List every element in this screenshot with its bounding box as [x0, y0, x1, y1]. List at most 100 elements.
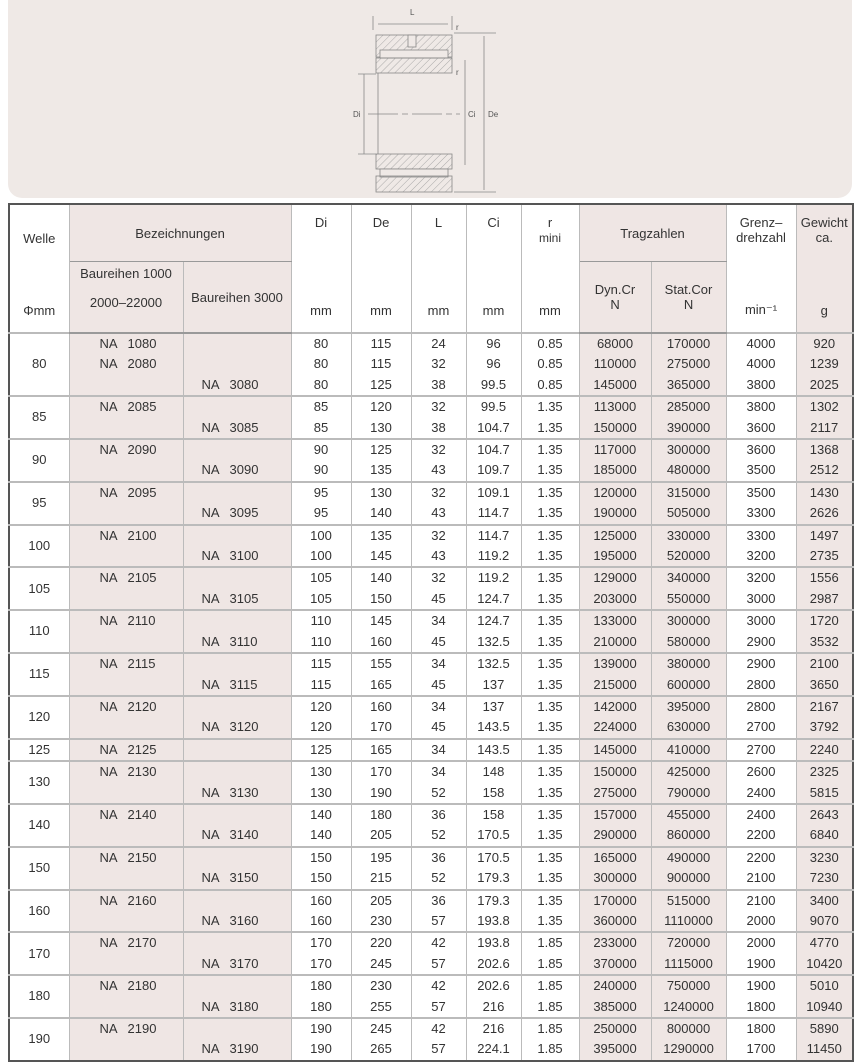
table-row: 120 NA 2120 120 160 34 137 1.35 142000 395000 2800…: [8, 694, 854, 739]
cell-de: 180: [350, 802, 412, 826]
cell-dyn-cr: 170000: [578, 888, 652, 911]
cell-r: 1.35: [520, 737, 580, 762]
cell-di: 110: [290, 609, 352, 632]
cell-baureihen-1000: [68, 417, 184, 440]
cell-baureihen-1000: [68, 953, 184, 976]
cell-dyn-cr: 117000: [578, 438, 652, 461]
cell-r: 1.35: [520, 546, 580, 568]
cell-dyn-cr: 215000: [578, 674, 652, 696]
cell-welle: 85: [8, 395, 70, 440]
cell-l: 32: [410, 480, 467, 504]
table-row: 100 NA 2100 100 135 32 114.7 1.35 125000 330000 33…: [8, 523, 854, 568]
cell-welle: 160: [8, 888, 70, 933]
cell-de: 140: [350, 503, 412, 525]
cell-de: 220: [350, 931, 412, 954]
cell-di: 120: [290, 717, 352, 739]
diagram-label-ci: Ci: [468, 110, 476, 119]
cell-r: 1.35: [520, 910, 580, 933]
cell-stat-cor: 790000: [650, 782, 727, 804]
cell-stat-cor: 600000: [650, 674, 727, 696]
cell-baureihen-3000: NA 3120: [182, 717, 292, 739]
cell-dyn-cr: 224000: [578, 717, 652, 739]
cell-r: 1.85: [520, 974, 580, 997]
table-row: NA 3160 160 230 57 193.8 1.35 360000 1110000 2000…: [9, 910, 854, 933]
cell-grenzdrehzahl: 2400: [725, 782, 797, 804]
cell-dyn-cr: 125000: [578, 523, 652, 547]
cell-stat-cor: 490000: [650, 845, 727, 869]
cell-welle: 105: [8, 566, 70, 611]
cell-stat-cor: 550000: [650, 588, 727, 611]
cell-r: 1.85: [520, 1016, 580, 1040]
cell-ci: 170.5: [465, 825, 522, 847]
cell-grenzdrehzahl: 2100: [725, 868, 797, 890]
header-baureihen-3000: Baureihen 3000: [182, 261, 292, 334]
cell-baureihen-1000: [68, 910, 184, 933]
table-row: 180 NA 2180 180 230 42 202.6 1.85 240000 750000 19…: [8, 974, 854, 1018]
cell-baureihen-3000: [182, 845, 292, 869]
cell-baureihen-3000: NA 3140: [182, 825, 292, 847]
cell-l: 32: [410, 438, 467, 461]
cell-ci: 104.7: [465, 417, 522, 440]
cell-grenzdrehzahl: 2000: [725, 910, 797, 933]
cell-r: 1.35: [520, 395, 580, 418]
table-row: 85 NA 2085 85 120 32 99.5 1.35 113000 285000 3800 1…: [8, 395, 854, 440]
cell-baureihen-1000: [68, 674, 184, 696]
cell-gewicht: 5890: [795, 1016, 854, 1040]
cell-de: 255: [350, 996, 412, 1018]
cell-gewicht: 1368: [795, 438, 854, 461]
cell-gewicht: 5010: [795, 974, 854, 997]
cell-di: 190: [290, 1016, 352, 1040]
cell-dyn-cr: 68000: [578, 331, 652, 355]
cell-ci: 132.5: [465, 631, 522, 654]
cell-grenzdrehzahl: 3000: [725, 609, 797, 632]
header-dyn-cr: Dyn.Cr N: [578, 261, 652, 334]
cell-de: 115: [350, 354, 412, 375]
cell-baureihen-1000: NA 2170: [68, 931, 184, 954]
cell-r: 1.35: [520, 588, 580, 611]
cell-de: 165: [350, 737, 412, 762]
cell-baureihen-1000: [68, 717, 184, 739]
cell-gewicht: 3532: [795, 631, 854, 654]
table-row: NA 3100 100 145 43 119.2 1.35 195000 520000 3200 2…: [9, 546, 854, 568]
header-tragzahlen: Tragzahlen: [578, 204, 727, 262]
cell-dyn-cr: 142000: [578, 694, 652, 718]
cell-di: 105: [290, 588, 352, 611]
cell-grenzdrehzahl: 3600: [725, 417, 797, 440]
cell-gewicht: 1430: [795, 480, 854, 504]
table-row: NA 3190 190 265 57 224.1 1.85 395000 1290000 1700…: [9, 1039, 854, 1061]
cell-ci: 96: [465, 331, 522, 355]
cell-dyn-cr: 250000: [578, 1016, 652, 1040]
table-row: 105 NA 2105 105 140 32 119.2 1.35 129000 340000 32…: [8, 566, 854, 611]
table-row: NA 3120 120 170 45 143.5 1.35 224000 630000 2700 3…: [9, 717, 854, 739]
cell-baureihen-1000: NA 2090: [68, 438, 184, 461]
cell-de: 205: [350, 825, 412, 847]
cell-grenzdrehzahl: 3300: [725, 503, 797, 525]
cell-di: 85: [290, 417, 352, 440]
cell-r: 1.35: [520, 438, 580, 461]
cell-stat-cor: 520000: [650, 546, 727, 568]
cell-gewicht: 1239: [795, 354, 854, 375]
cell-stat-cor: 800000: [650, 1016, 727, 1040]
cell-grenzdrehzahl: 2900: [725, 652, 797, 675]
cell-stat-cor: 330000: [650, 523, 727, 547]
cell-ci: 99.5: [465, 395, 522, 418]
cell-welle: 150: [8, 845, 70, 890]
cell-dyn-cr: 395000: [578, 1039, 652, 1061]
cell-ci: 109.7: [465, 460, 522, 482]
cell-baureihen-3000: [182, 354, 292, 375]
cell-baureihen-1000: [68, 588, 184, 611]
cell-gewicht: 2626: [795, 503, 854, 525]
cell-stat-cor: 580000: [650, 631, 727, 654]
cell-stat-cor: 455000: [650, 802, 727, 826]
cell-stat-cor: 750000: [650, 974, 727, 997]
cell-r: 1.35: [520, 652, 580, 675]
cell-ci: 143.5: [465, 717, 522, 739]
cell-de: 130: [350, 480, 412, 504]
cell-di: 95: [290, 480, 352, 504]
cell-grenzdrehzahl: 2200: [725, 845, 797, 869]
cell-stat-cor: 275000: [650, 354, 727, 375]
cell-r: 1.35: [520, 417, 580, 440]
cell-stat-cor: 170000: [650, 331, 727, 355]
cell-de: 195: [350, 845, 412, 869]
table-row: NA 3170 170 245 57 202.6 1.85 370000 1115000 1900…: [9, 953, 854, 976]
